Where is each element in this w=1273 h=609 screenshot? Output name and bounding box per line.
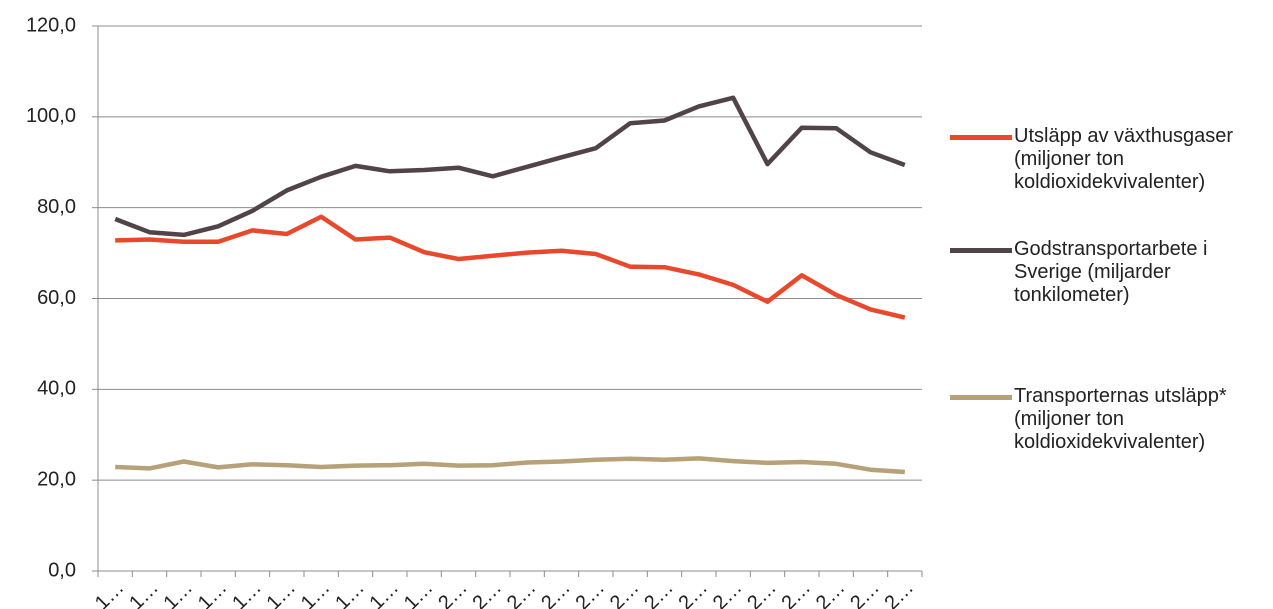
y-tick-label: 60,0 (37, 287, 76, 309)
y-tick-label: 0,0 (48, 559, 76, 581)
x-tick-label: 2… (778, 577, 816, 609)
legend-item: Godstransportarbete i Sverige (miljarder… (950, 238, 1270, 307)
series-line (115, 214, 906, 320)
legend-item: Transporternas utsläpp* (miljoner ton ko… (950, 385, 1270, 454)
legend-label: Utsläpp av växthusgaser (miljoner ton ko… (1014, 125, 1234, 193)
x-tick-label: 2… (812, 577, 850, 609)
x-tick-label: 2… (572, 577, 610, 609)
x-tick-label: 2… (537, 577, 575, 609)
series-line (115, 456, 905, 475)
legend-label: Transporternas utsläpp* (miljoner ton ko… (1014, 385, 1227, 453)
x-tick-label: 2… (881, 577, 919, 609)
legend-label: Godstransportarbete i Sverige (miljarder… (1014, 238, 1208, 306)
x-tick-label: 1… (331, 577, 369, 609)
x-tick-label: 2… (675, 577, 713, 609)
x-tick-label: 1… (297, 577, 335, 609)
y-tick-label: 100,0 (26, 105, 76, 127)
x-tick-label: 1… (366, 577, 404, 609)
x-tick-label: 2… (503, 577, 541, 609)
x-tick-label: 2… (434, 577, 472, 609)
x-tick-label: 2… (469, 577, 507, 609)
y-tick-label: 120,0 (26, 14, 76, 36)
x-tick-label: 2… (846, 577, 884, 609)
x-tick-label: 2… (640, 577, 678, 609)
x-tick-label: 1… (125, 577, 163, 609)
x-tick-label: 1… (228, 577, 266, 609)
x-tick-label: 1… (263, 577, 301, 609)
y-tick-label: 80,0 (37, 196, 76, 218)
y-tick-label: 40,0 (37, 378, 76, 400)
legend-swatch (950, 395, 1012, 400)
legend-swatch (950, 135, 1012, 140)
series-line (114, 95, 906, 238)
x-tick-label: 1… (160, 577, 198, 609)
x-tick-label: 2… (743, 577, 781, 609)
y-tick-label: 20,0 (37, 468, 76, 490)
x-tick-label: 2… (709, 577, 747, 609)
x-tick-label: 1… (400, 577, 438, 609)
x-tick-label: 1… (194, 577, 232, 609)
legend-item: Utsläpp av växthusgaser (miljoner ton ko… (950, 125, 1270, 194)
x-tick-label: 1… (91, 577, 129, 609)
x-tick-label: 2… (606, 577, 644, 609)
legend-swatch (950, 248, 1012, 253)
